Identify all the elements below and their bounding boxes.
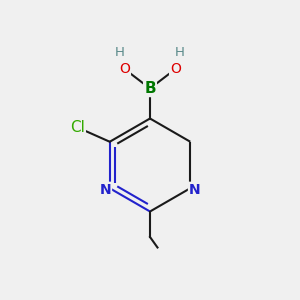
Text: Cl: Cl <box>70 120 85 135</box>
Text: B: B <box>144 81 156 96</box>
Text: N: N <box>189 183 201 197</box>
Text: O: O <box>119 62 130 76</box>
Text: H: H <box>115 46 125 59</box>
Text: H: H <box>175 46 185 59</box>
Text: O: O <box>170 62 181 76</box>
Text: N: N <box>99 183 111 197</box>
